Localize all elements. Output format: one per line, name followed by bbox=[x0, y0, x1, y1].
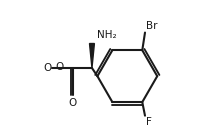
Text: O: O bbox=[55, 62, 63, 72]
Polygon shape bbox=[89, 44, 94, 68]
Text: O: O bbox=[43, 63, 51, 73]
Text: NH₂: NH₂ bbox=[97, 30, 117, 40]
Text: O: O bbox=[69, 98, 77, 108]
Text: Br: Br bbox=[146, 21, 157, 31]
Text: F: F bbox=[146, 117, 152, 127]
